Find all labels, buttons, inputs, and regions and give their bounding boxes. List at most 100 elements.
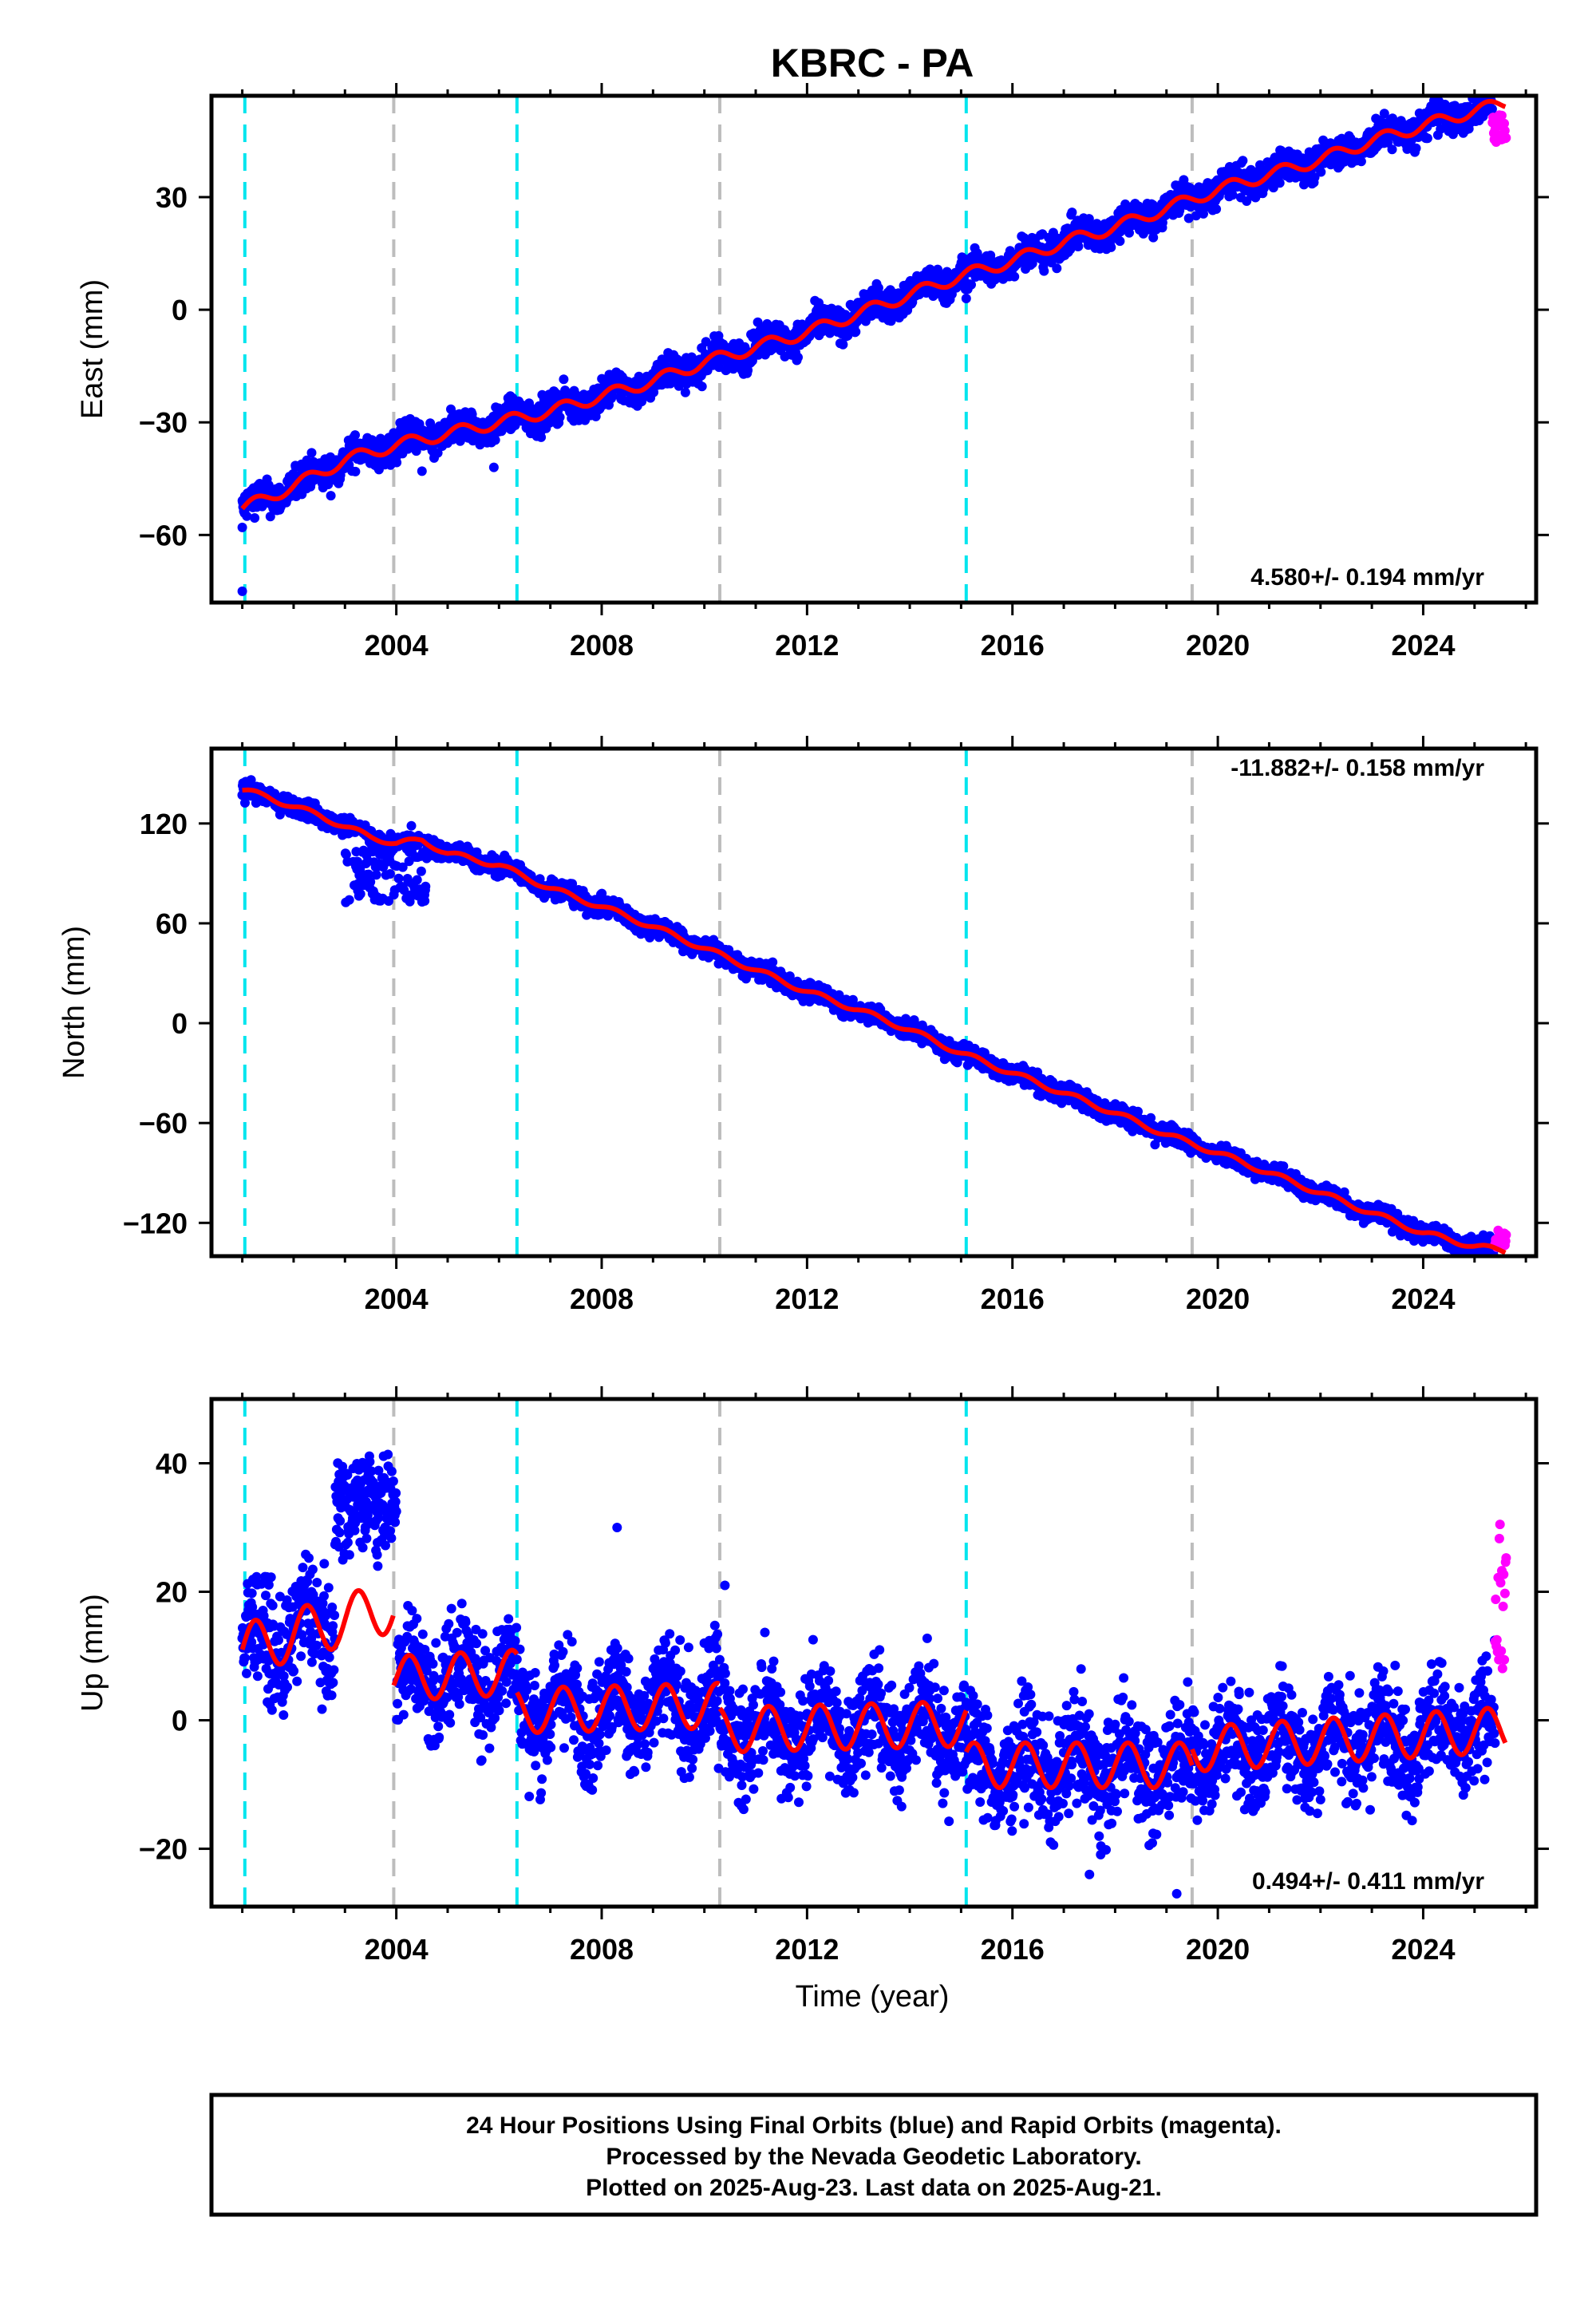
data-point: [753, 317, 763, 327]
chart-title: KBRC - PA: [771, 41, 974, 85]
data-point: [242, 511, 252, 521]
data-point: [1183, 213, 1194, 223]
x-tick-label: 2008: [570, 629, 634, 662]
data-point: [355, 889, 365, 899]
data-point: [1039, 266, 1049, 276]
rapid-point: [1501, 132, 1511, 143]
data-point: [1106, 242, 1116, 252]
data-point: [1274, 178, 1285, 188]
data-point: [446, 404, 456, 414]
x-tick-label: 2024: [1391, 629, 1455, 662]
data-point: [1356, 156, 1366, 167]
data-point: [364, 869, 373, 879]
data-point: [353, 856, 362, 867]
data-point: [1073, 241, 1084, 251]
data-point: [1027, 259, 1037, 269]
data-point: [697, 381, 707, 392]
data-point: [1211, 204, 1222, 214]
data-point: [1318, 135, 1329, 145]
data-point: [385, 869, 395, 879]
data-point: [1316, 167, 1326, 177]
data-point: [1157, 218, 1167, 227]
data-point: [1310, 172, 1320, 183]
rapid-point: [1499, 118, 1509, 128]
data-point: [701, 337, 711, 347]
data-point: [421, 881, 431, 891]
plot-area-north: [237, 749, 1511, 1256]
data-point: [1487, 104, 1497, 114]
data-point: [793, 352, 803, 362]
data-point: [416, 866, 426, 876]
data-point: [649, 387, 659, 397]
data-point: [1383, 137, 1393, 148]
data-point: [490, 435, 500, 445]
data-point: [1052, 263, 1062, 274]
data-point: [399, 885, 409, 895]
x-tick-label: 2016: [981, 629, 1045, 662]
data-point: [384, 896, 393, 906]
x-tick-label: 2004: [365, 629, 429, 662]
data-point: [306, 448, 317, 458]
data-point: [1387, 144, 1397, 155]
rapid-point: [1499, 125, 1510, 136]
data-point: [1440, 99, 1450, 109]
data-point: [838, 339, 848, 350]
data-point: [341, 849, 351, 860]
outlier-point: [417, 466, 427, 476]
data-point: [559, 374, 569, 385]
data-point: [1422, 133, 1432, 144]
data-point: [344, 895, 354, 905]
final-orbit-points: [237, 85, 1497, 596]
data-point: [393, 873, 404, 883]
data-point: [371, 870, 381, 880]
y-tick-label: 0: [172, 294, 188, 326]
x-tick-label: 2012: [775, 629, 839, 662]
data-point: [536, 432, 547, 442]
data-point: [1379, 109, 1389, 119]
plot-area-east: [237, 85, 1511, 603]
data-point: [567, 879, 578, 889]
data-point: [350, 430, 360, 441]
data-point: [1124, 227, 1134, 238]
rapid-orbit-points: [1487, 110, 1511, 147]
x-tick-label: 2020: [1186, 629, 1250, 662]
outlier-point: [237, 586, 247, 596]
data-point: [1487, 85, 1496, 95]
model-line: [240, 99, 1507, 511]
outlier-point: [488, 462, 499, 472]
data-point: [680, 387, 690, 397]
data-point: [597, 888, 607, 899]
data-point: [433, 448, 443, 458]
data-point: [784, 971, 795, 982]
data-point: [1115, 236, 1125, 247]
velocity-label: 4.580+/- 0.194 mm/yr: [1250, 564, 1484, 591]
data-point: [240, 798, 250, 808]
plot-frame: [209, 93, 1539, 605]
rapid-point: [1496, 110, 1507, 121]
y-axis-label: East (mm): [76, 279, 109, 419]
data-point: [873, 283, 883, 293]
data-point: [942, 267, 952, 277]
y-tick-label: −60: [139, 519, 188, 551]
data-point: [1009, 271, 1020, 282]
y-tick-label: 30: [156, 181, 188, 214]
data-point: [350, 466, 361, 476]
data-point: [1148, 232, 1159, 243]
data-point: [397, 862, 408, 872]
data-point: [420, 895, 430, 906]
final-orbit-points: [237, 775, 1500, 1256]
north-panel: 2004 2008 2012 2016 2020 2024−120−60060120Nor…: [57, 736, 1549, 1315]
data-point: [851, 326, 861, 337]
data-point: [265, 512, 275, 522]
data-point: [406, 820, 417, 831]
data-point: [412, 875, 422, 885]
data-point: [250, 513, 260, 523]
outlier-point: [961, 294, 971, 303]
data-point: [768, 957, 778, 967]
data-point: [966, 279, 976, 290]
data-point: [555, 412, 565, 422]
data-point: [392, 457, 402, 468]
data-point: [1227, 190, 1238, 200]
